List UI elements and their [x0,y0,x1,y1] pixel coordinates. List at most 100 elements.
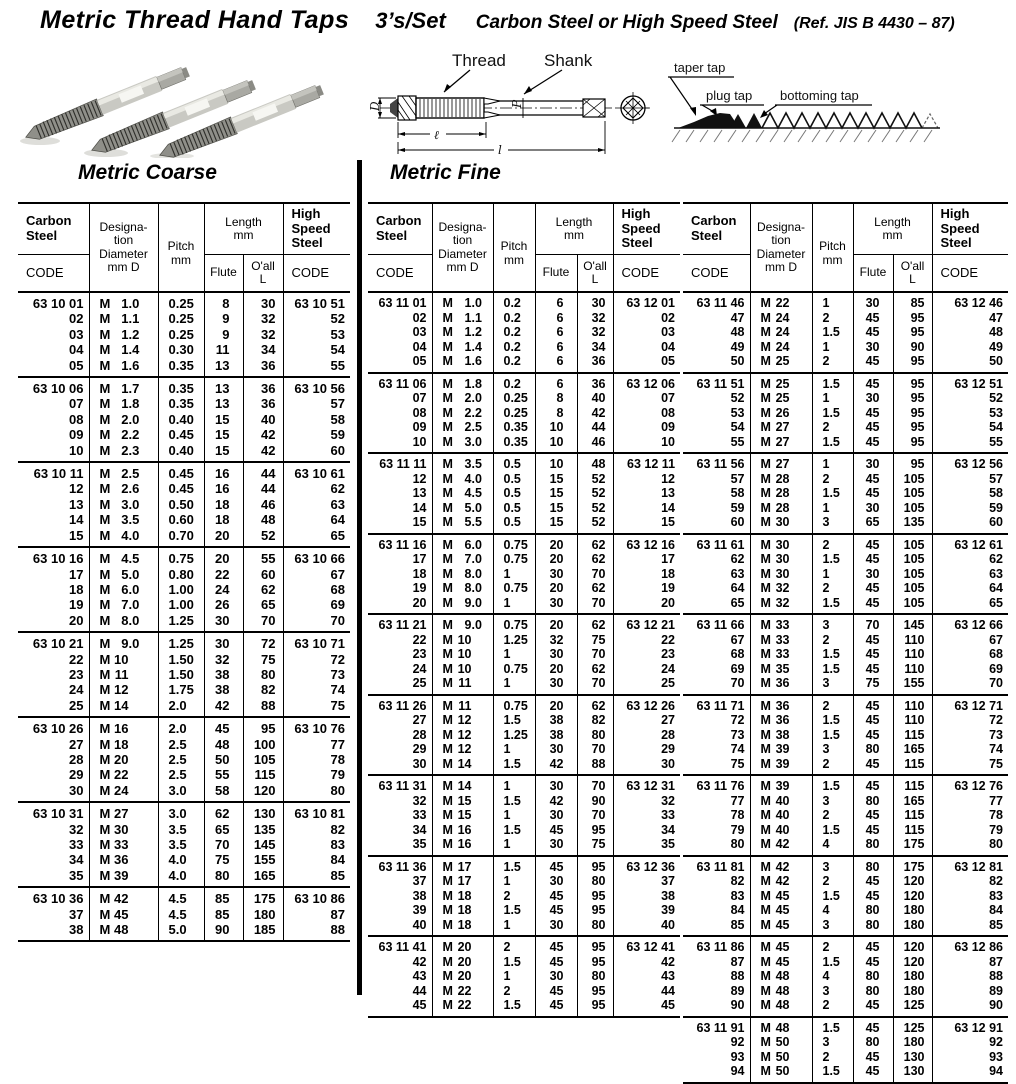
cell-flute: 30 [535,676,578,695]
cell-pitch: 1 [812,453,854,472]
ground-hatch [671,129,933,143]
cell-pitch: 1.25 [158,632,205,652]
cell-pitch: 1 [812,292,854,311]
cell-designation: M 42 [750,837,813,856]
cell-carbon-code: 13 [18,496,90,513]
dim-l2-arrow-left [398,148,405,152]
cell-carbon-code: 13 [368,486,433,501]
cell-oall: 32 [243,311,284,327]
cell-hss-code: 63 12 11 [627,457,676,471]
cell-flute: 80 [853,1035,894,1050]
cell-oall: 115 [243,767,284,783]
table-row: 60 M 30 3 65 135 60 [683,515,1008,534]
cell-hss-code: 78 [989,808,1004,822]
cell-pitch: 5.0 [158,922,205,942]
cell-flute: 45 [853,486,894,501]
cell-designation: M 12 [432,742,494,757]
cell-pitch: 1.25 [493,632,536,647]
cell-flute: 32 [204,651,244,667]
table-row: 63 11 91 M 48 1.5 45 125 63 12 91 [683,1016,1008,1035]
cell-hss-code: 92 [989,1035,1004,1049]
cell-oall: 75 [577,632,614,647]
cell-pitch: 1.5 [812,713,854,728]
cell-pitch: 1.5 [812,727,854,742]
cell-hss-code: 63 12 21 [626,618,676,632]
cell-oall: 70 [577,676,614,695]
cell-flute: 80 [853,793,894,808]
cell-pitch: 2 [812,420,854,435]
cell-designation: M 18 [432,888,494,903]
cell-hss-code: 63 12 46 [954,296,1004,310]
cell-hss-code: 77 [330,736,346,752]
cell-hss-code: 63 10 71 [294,636,346,652]
cell-carbon-code: 14 [18,512,90,528]
cell-flute: 45 [853,595,894,614]
cell-flute: 30 [535,647,578,662]
cell-oall: 95 [577,954,614,969]
cell-oall: 110 [893,647,933,662]
cell-oall: 72 [243,632,284,652]
cell-hss-code: 63 10 66 [294,551,346,567]
cell-hss-code: 84 [330,852,346,868]
table-group: 63 11 41 M 20 2 45 95 63 12 41 42 M 20 1.5 45 95 42 43… [368,936,681,1017]
cell-designation: M 2.5 [432,420,494,435]
cell-designation: M 27 [89,802,159,822]
cell-designation: M 11 [89,666,159,683]
cell-pitch: 2 [812,998,854,1017]
cell-hss-code: 63 12 76 [954,779,1004,793]
cell-carbon-code: 63 11 86 [683,936,751,955]
cell-flute: 15 [535,471,578,486]
table-row: 65 M 32 1.5 45 105 65 [683,595,1008,614]
cell-designation: M 1.7 [89,377,159,397]
cell-hss-code: 69 [330,597,346,613]
table-row: 17 M 5.0 0.80 22 60 67 [18,566,350,582]
fine-left-table-header: Carbon Steel Designa- tion Diameter mm D… [368,203,681,292]
cell-carbon-code: 88 [683,969,751,984]
cell-oall: 62 [577,581,614,596]
cell-designation: M 22 [89,767,159,783]
cell-hss-code: 10 [661,434,676,449]
cell-oall: 62 [577,661,614,676]
table-row: 58 M 28 1.5 45 105 58 [683,486,1008,501]
cell-designation: M 30 [750,533,813,552]
cell-designation: M 48 [750,998,813,1017]
cell-flute: 75 [853,676,894,695]
cell-oall: 85 [893,292,933,311]
table-row: 63 11 86 M 45 2 45 120 63 12 86 [683,936,1008,955]
cell-pitch: 1.5 [812,325,854,340]
table-row: 64 M 32 2 45 105 64 [683,581,1008,596]
cell-flute: 45 [853,998,894,1017]
cell-flute: 45 [535,822,578,837]
cell-designation: M 1.2 [432,325,494,340]
cell-carbon-code: 73 [683,727,751,742]
table-row: 63 11 16 M 6.0 0.75 20 62 63 12 16 [368,533,680,552]
table-row: 32 M 30 3.5 65 135 82 [18,821,350,837]
table-row: 63 10 26 M 16 2.0 45 95 63 10 76 [18,717,350,737]
cell-flute: 80 [853,837,894,856]
cell-pitch: 1.5 [812,822,854,837]
fine-right-table: Carbon Steel Designa- tion Diameter mm D… [683,202,1009,1084]
cell-hss-code: 63 12 56 [954,457,1004,471]
cell-hss-code: 80 [989,837,1004,851]
cell-flute: 45 [535,998,578,1017]
cell-hss-code: 87 [330,906,346,922]
cell-flute: 26 [204,597,244,613]
cell-carbon-code: 68 [683,647,751,662]
table-group: 63 10 16 M 4.5 0.75 20 55 63 10 66 17 M 5.0 0.80 22… [18,547,351,633]
col-length: Length mm [204,203,284,255]
cell-flute: 15 [204,442,244,463]
cell-oall: 30 [577,292,614,311]
cell-hss-code: 42 [661,954,676,969]
cell-hss-code: 25 [661,676,676,690]
cell-oall: 42 [243,442,284,463]
cell-flute: 6 [535,292,578,311]
cell-flute: 24 [204,581,244,598]
table-row: 63 11 41 M 20 2 45 95 63 12 41 [368,936,680,955]
cell-hss-code: 83 [989,888,1004,903]
cell-hss-code: 38 [661,888,676,903]
table-row: 24 M 10 0.75 20 62 24 [368,661,680,676]
cell-designation: M 2.0 [89,411,159,428]
cell-carbon-code: 63 10 01 [18,292,90,312]
cell-carbon-code: 04 [18,342,90,358]
cell-hss-code: 63 12 06 [626,376,676,391]
